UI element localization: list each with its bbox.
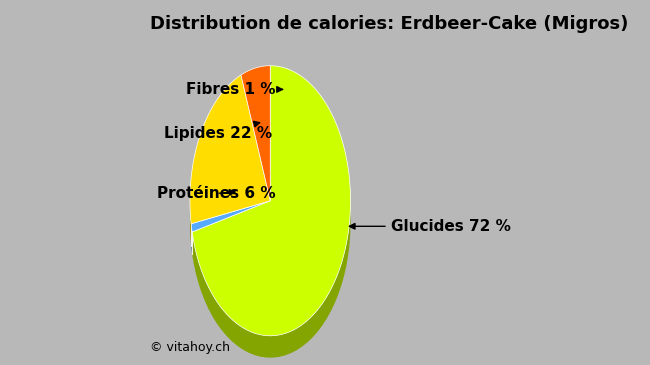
Text: © vitahoy.ch: © vitahoy.ch [150,341,230,354]
PathPatch shape [190,202,191,246]
PathPatch shape [192,204,350,358]
PathPatch shape [191,201,270,232]
PathPatch shape [192,66,350,336]
Text: Fibres 1 %: Fibres 1 % [187,82,282,97]
Text: Lipides 22 %: Lipides 22 % [164,121,272,141]
PathPatch shape [190,75,270,224]
PathPatch shape [241,66,270,201]
Text: Distribution de calories: Erdbeer-Cake (Migros): Distribution de calories: Erdbeer-Cake (… [150,15,628,32]
Text: Glucides 72 %: Glucides 72 % [350,219,511,234]
Text: Protéines 6 %: Protéines 6 % [157,186,276,201]
PathPatch shape [191,224,192,254]
